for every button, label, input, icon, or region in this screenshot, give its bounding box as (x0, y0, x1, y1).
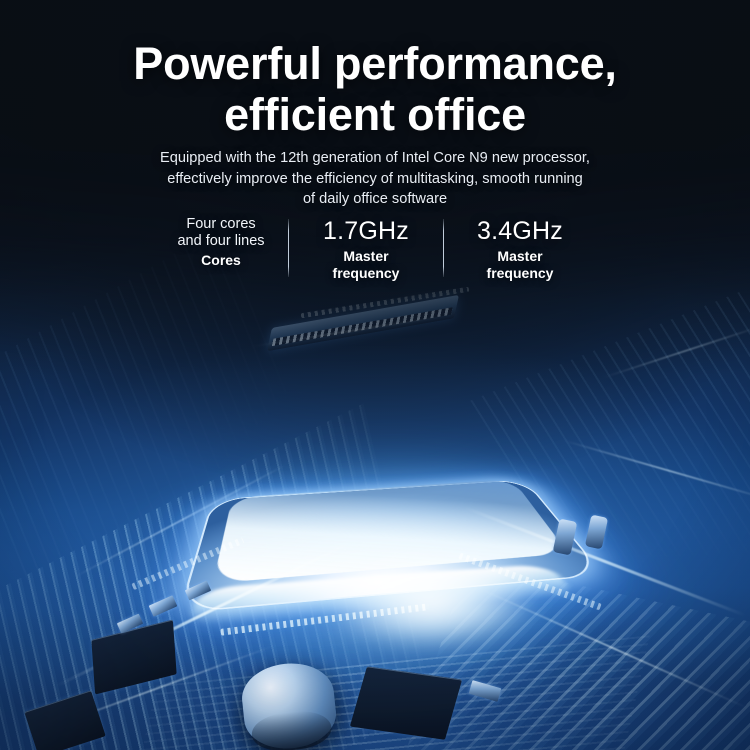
spec-cores-line-2: and four lines (177, 233, 265, 249)
subtitle-line-2: effectively improve the efficiency of mu… (167, 170, 583, 187)
spec-base-frequency-label-1: Master (343, 248, 389, 264)
spec-item-base-frequency: 1.7GHz Master frequency (289, 216, 443, 281)
spec-turbo-frequency-label-2: frequency (486, 264, 554, 281)
title-line-1: Powerful performance, (133, 38, 617, 89)
subtitle: Equipped with the 12th generation of Int… (140, 148, 610, 210)
spec-divider (288, 219, 289, 277)
spec-cores-label: Cores (201, 252, 241, 268)
spec-item-cores: Four cores and four lines Cores (154, 216, 288, 269)
spec-base-frequency-label-2: frequency (332, 264, 400, 281)
spec-cores-line-1: Four cores (186, 216, 256, 232)
subtitle-line-3: of daily office software (302, 191, 448, 207)
spec-list: Four cores and four lines Cores 1.7GHz M… (160, 216, 590, 281)
spec-base-frequency-value: 1.7GHz (323, 217, 409, 245)
page-title: Powerful performance, efficient office (0, 38, 750, 140)
title-line-2: efficient office (224, 89, 526, 140)
spec-turbo-frequency-label-1: Master (497, 248, 543, 264)
subtitle-line-1: Equipped with the 12th generation of Int… (160, 150, 590, 166)
spec-divider (443, 219, 444, 277)
spec-turbo-frequency-value: 3.4GHz (477, 217, 563, 245)
spec-item-turbo-frequency: 3.4GHz Master frequency (444, 216, 596, 281)
